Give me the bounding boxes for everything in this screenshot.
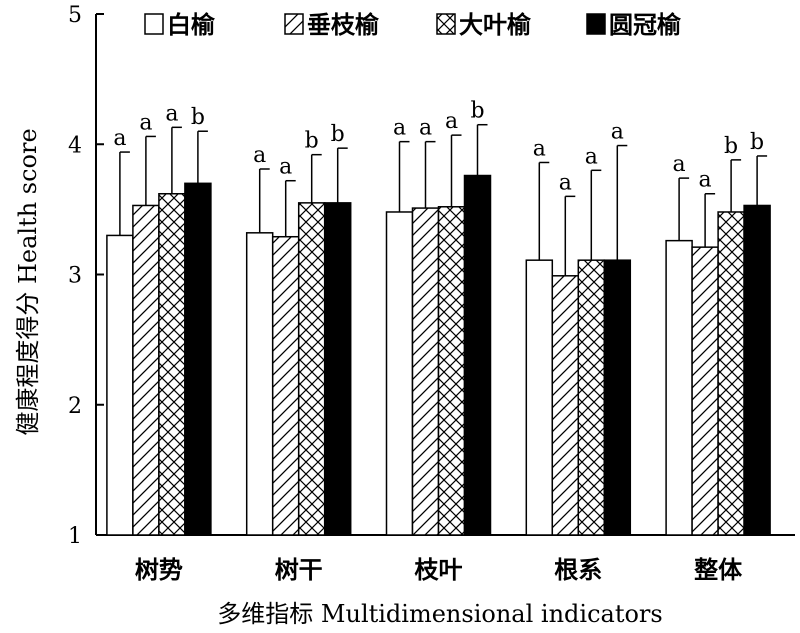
legend-swatch	[144, 13, 164, 35]
bar	[437, 206, 466, 536]
significance-label: a	[533, 136, 546, 161]
bar	[323, 202, 352, 536]
bar	[245, 232, 274, 536]
significance-label: b	[750, 130, 764, 155]
significance-label: a	[699, 168, 712, 193]
significance-label: a	[253, 143, 266, 168]
y-tick-label: 3	[68, 264, 82, 289]
bar	[525, 259, 554, 536]
x-tick-label: 树干	[275, 556, 323, 584]
x-tick-label: 树势	[135, 556, 183, 584]
bar	[411, 207, 440, 536]
legend-label: 大叶榆	[459, 11, 532, 39]
x-tick-label: 整体	[694, 556, 743, 584]
significance-label: a	[585, 144, 598, 169]
bar	[551, 275, 580, 536]
bar	[577, 259, 606, 536]
bar	[158, 192, 186, 536]
x-tick-label: 枝叶	[415, 556, 463, 584]
bar	[385, 211, 414, 536]
bar	[665, 239, 693, 536]
y-tick-label: 1	[68, 524, 82, 549]
significance-label: a	[165, 101, 178, 126]
significance-label: b	[724, 134, 738, 159]
legend-label: 垂枝榆	[307, 11, 380, 39]
significance-label: b	[470, 99, 484, 124]
bar	[297, 202, 326, 536]
significance-label: b	[191, 105, 205, 130]
significance-label: a	[279, 155, 292, 180]
significance-label: a	[139, 110, 152, 135]
significance-label: a	[113, 126, 126, 151]
x-axis-title: 多维指标 Multidimensional indicators	[217, 600, 662, 628]
significance-label: a	[419, 116, 432, 141]
bar	[132, 204, 160, 536]
significance-label: a	[559, 170, 572, 195]
significance-label: a	[673, 152, 686, 177]
bar	[717, 211, 745, 536]
bar	[106, 234, 134, 536]
legend: 白榆 垂枝榆 大叶榆 圆冠榆	[144, 11, 682, 39]
significance-label: a	[393, 116, 406, 141]
bar	[271, 235, 300, 536]
y-tick-label: 2	[68, 394, 82, 419]
legend-label: 圆冠榆	[609, 11, 682, 39]
significance-label: a	[445, 109, 458, 134]
y-axis-title: 健康程度得分 Health score	[14, 128, 42, 435]
significance-label: b	[331, 122, 345, 147]
bar	[743, 204, 771, 536]
y-tick-label: 5	[68, 3, 82, 28]
significance-label: a	[611, 120, 624, 145]
x-tick-label: 根系	[554, 556, 602, 584]
legend-swatch	[586, 13, 606, 35]
significance-label: b	[305, 129, 319, 154]
y-tick-label: 4	[68, 133, 82, 158]
legend-swatch	[436, 13, 456, 35]
bar	[184, 182, 212, 536]
bar	[691, 246, 719, 536]
legend-swatch	[284, 13, 304, 35]
bar	[603, 259, 632, 536]
bar	[463, 174, 492, 536]
legend-label: 白榆	[167, 11, 216, 39]
